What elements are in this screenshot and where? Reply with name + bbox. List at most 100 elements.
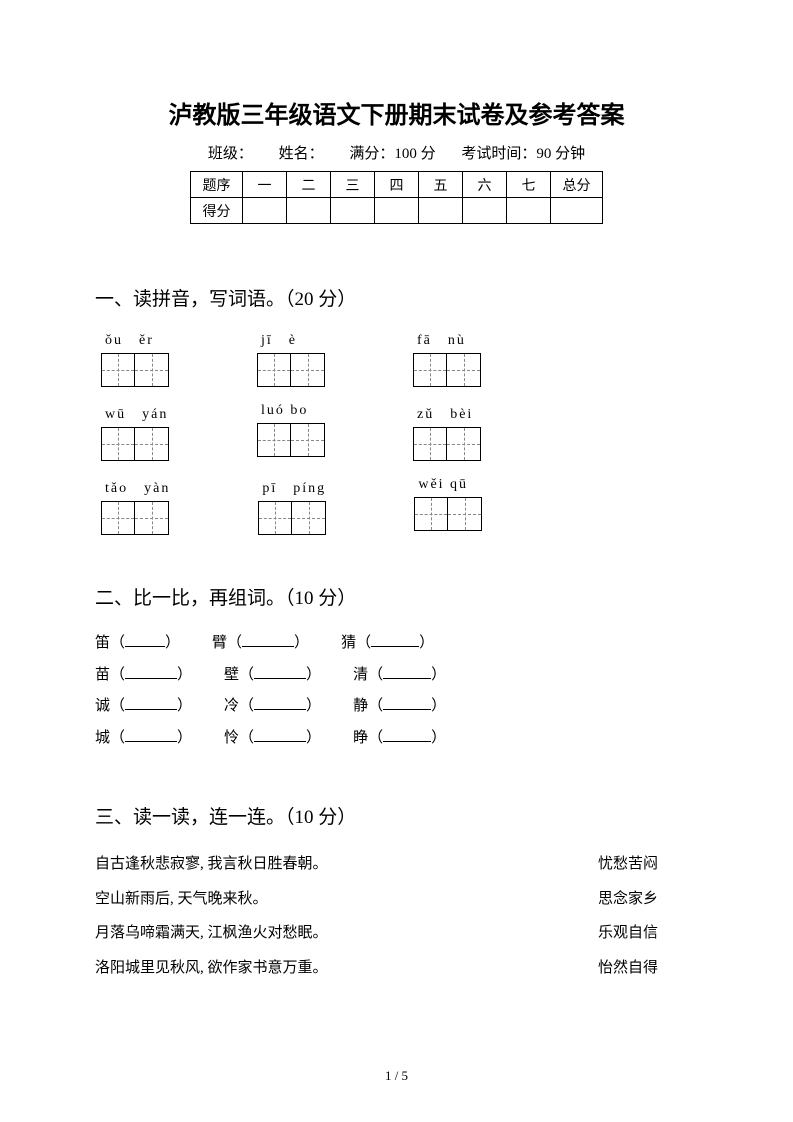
char-box (257, 423, 291, 457)
blank-line (383, 695, 431, 710)
doc-title: 泸教版三年级语文下册期末试卷及参考答案 (95, 95, 698, 130)
blank-line (383, 727, 431, 742)
pinyin-row: ǒu ěr jī è fā nù (101, 329, 698, 387)
match-left: 洛阳城里见秋风, 欲作家书意万重。 (95, 951, 328, 986)
char-box (291, 423, 325, 457)
cell: 六 (463, 172, 507, 198)
compare-item: 睁（ (353, 730, 383, 746)
match-row: 洛阳城里见秋风, 欲作家书意万重。 怡然自得 (95, 951, 698, 986)
pinyin-item: zǔ bèi (413, 403, 481, 461)
cell (331, 198, 375, 224)
char-box (447, 427, 481, 461)
section-heading: 三、读一读，连一连。（10 分） (95, 802, 698, 829)
char-box (101, 427, 135, 461)
pinyin-item: wū yán (101, 403, 169, 461)
section-heading: 一、读拼音，写词语。（20 分） (95, 284, 698, 311)
pinyin-grid: ǒu ěr jī è fā nù wū yán luó bo zǔ bèi tǎo yàn p… (95, 329, 698, 535)
blank-line (125, 664, 177, 679)
match-row: 月落乌啼霜满天, 江枫渔火对愁眠。 乐观自信 (95, 916, 698, 951)
char-box (413, 353, 447, 387)
char-box (414, 497, 448, 531)
cell (375, 198, 419, 224)
match-left: 月落乌啼霜满天, 江枫渔火对愁眠。 (95, 916, 328, 951)
blank-line (254, 695, 306, 710)
compare-item: 城（ (95, 730, 125, 746)
char-box (135, 353, 169, 387)
blank-line (242, 632, 294, 647)
pinyin-item: ǒu ěr (101, 329, 169, 387)
blank-line (125, 727, 177, 742)
pinyin-label: zǔ bèi (413, 403, 473, 423)
pinyin-item: fā nù (413, 329, 481, 387)
match-right: 怡然自得 (598, 951, 658, 986)
compare-item: 臂（ (212, 635, 242, 651)
char-pair (258, 501, 326, 535)
char-pair (413, 353, 481, 387)
compare-block: 笛（）臂（）猜（）苗（）壁（）清（）诚（）冷（）静（）城（）怜（）睁（） (95, 628, 698, 754)
match-left: 自古逢秋悲寂寥, 我言秋日胜春朝。 (95, 847, 328, 882)
cell: 二 (287, 172, 331, 198)
pinyin-item: jī è (257, 329, 325, 387)
time-value: 90 分钟 (536, 146, 585, 162)
char-box (101, 353, 135, 387)
blank-line (254, 664, 306, 679)
pinyin-label: wū yán (101, 403, 168, 423)
char-box (292, 501, 326, 535)
compare-item: 猜（ (341, 635, 371, 651)
full-label: 满分： (349, 146, 394, 162)
cell (551, 198, 603, 224)
char-box (448, 497, 482, 531)
compare-item: 静（ (353, 698, 383, 714)
section-2: 二、比一比，再组词。（10 分） 笛（）臂（）猜（）苗（）壁（）清（）诚（）冷（… (95, 583, 698, 754)
cell: 题序 (191, 172, 243, 198)
char-pair (414, 497, 482, 531)
compare-item: 清（ (353, 667, 383, 683)
char-box (291, 353, 325, 387)
compare-row: 笛（）臂（）猜（） (95, 628, 698, 660)
pinyin-item: pī píng (258, 477, 326, 535)
time-label: 考试时间： (461, 146, 536, 162)
pinyin-item: wěi qū (414, 477, 482, 535)
section-1: 一、读拼音，写词语。（20 分） ǒu ěr jī è fā nù wū yán luó… (95, 284, 698, 535)
cell: 总分 (551, 172, 603, 198)
cell: 五 (419, 172, 463, 198)
cell: 得分 (191, 198, 243, 224)
compare-row: 苗（）壁（）清（） (95, 660, 698, 692)
cell (243, 198, 287, 224)
pinyin-label: pī píng (258, 477, 326, 497)
table-row: 得分 (191, 198, 603, 224)
cell: 三 (331, 172, 375, 198)
meta-line: 班级： 姓名： 满分：100 分 考试时间：90 分钟 (95, 142, 698, 163)
char-box (257, 353, 291, 387)
pinyin-item: tǎo yàn (101, 477, 170, 535)
compare-item: 苗（ (95, 667, 125, 683)
match-row: 自古逢秋悲寂寥, 我言秋日胜春朝。 忧愁苦闷 (95, 847, 698, 882)
match-right: 乐观自信 (598, 916, 658, 951)
cell (287, 198, 331, 224)
char-pair (101, 501, 169, 535)
char-box (258, 501, 292, 535)
cell (507, 198, 551, 224)
pinyin-label: tǎo yàn (101, 477, 170, 497)
pinyin-label: jī è (257, 329, 297, 349)
char-box (135, 427, 169, 461)
char-box (101, 501, 135, 535)
compare-item: 怜（ (224, 730, 254, 746)
char-pair (257, 423, 325, 457)
full-value: 100 分 (394, 146, 435, 162)
match-row: 空山新雨后, 天气晚来秋。思念家乡 (95, 882, 698, 917)
match-right: 忧愁苦闷 (598, 847, 658, 882)
pinyin-item: luó bo (257, 403, 325, 461)
char-box (447, 353, 481, 387)
compare-item: 诚（ (95, 698, 125, 714)
char-pair (413, 427, 481, 461)
cell (463, 198, 507, 224)
table-row: 题序 一 二 三 四 五 六 七 总分 (191, 172, 603, 198)
pinyin-row: tǎo yàn pī píng wěi qū (101, 477, 698, 535)
match-block: 自古逢秋悲寂寥, 我言秋日胜春朝。 忧愁苦闷空山新雨后, 天气晚来秋。思念家乡月落… (95, 847, 698, 985)
char-box (135, 501, 169, 535)
section-heading: 二、比一比，再组词。（10 分） (95, 583, 698, 610)
match-left: 空山新雨后, 天气晚来秋。 (95, 882, 268, 917)
pinyin-label: ǒu ěr (101, 329, 154, 349)
char-box (413, 427, 447, 461)
